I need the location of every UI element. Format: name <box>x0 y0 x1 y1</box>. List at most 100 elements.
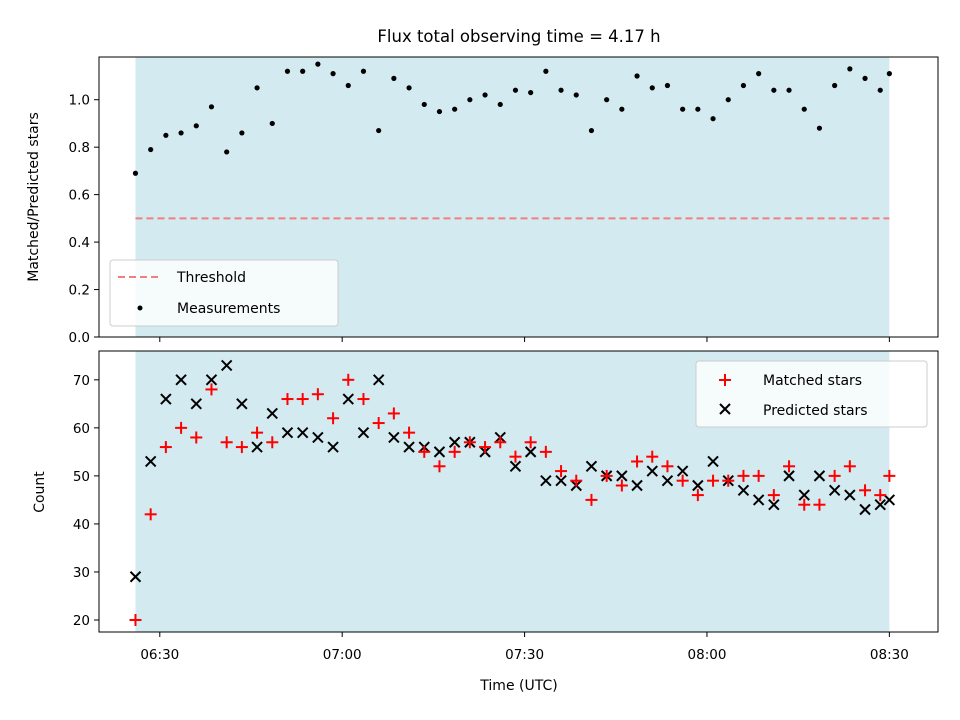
matched-star-point <box>159 441 172 454</box>
x-tick-label: 08:00 <box>688 647 727 663</box>
bottom-y-tick-label: 50 <box>73 469 90 485</box>
measurement-point <box>786 87 792 93</box>
bottom-legend: Matched stars Predicted stars <box>695 360 928 428</box>
measurement-point <box>680 106 686 112</box>
measurement-point <box>482 92 488 98</box>
legend-predicted-swatch <box>719 403 731 415</box>
measurement-point <box>421 101 427 108</box>
measurement-point <box>740 82 747 89</box>
matched-star-point <box>418 445 431 458</box>
predicted-star-point <box>737 484 750 497</box>
predicted-star-point <box>342 393 354 405</box>
measurement-point <box>695 106 701 112</box>
predicted-star-point <box>160 393 172 405</box>
predicted-star-point <box>236 398 248 410</box>
bottom-y-tick-label: 60 <box>73 421 90 437</box>
matched-star-point <box>463 436 476 449</box>
matched-star-point <box>372 417 385 430</box>
measurement-point <box>360 68 367 74</box>
measurement-point <box>239 130 245 136</box>
measurement-point <box>832 82 838 89</box>
predicted-star-point <box>707 455 719 468</box>
matched-star-point <box>205 383 218 396</box>
measurement-point <box>163 132 169 138</box>
matched-star-point <box>327 412 340 425</box>
predicted-star-point <box>372 374 385 386</box>
top-x-ticks <box>159 337 890 342</box>
measurement-point <box>619 106 625 112</box>
predicted-star-point <box>555 474 567 487</box>
measurement-point <box>330 71 336 77</box>
predicted-star-point <box>844 489 856 501</box>
measurement-point <box>148 146 154 153</box>
matched-star-point <box>813 498 826 511</box>
matched-star-point <box>883 469 896 482</box>
matched-star-point <box>539 445 552 458</box>
matched-star-point <box>783 460 796 473</box>
matched-star-point <box>448 445 461 458</box>
predicted-star-point <box>220 359 233 372</box>
measurement-points <box>132 61 892 176</box>
matched-star-point <box>266 436 279 449</box>
top-y-tick-label: 0.0 <box>69 330 90 346</box>
bottom-y-tick-label: 20 <box>73 613 90 629</box>
measurement-point <box>300 68 306 74</box>
measurement-point <box>528 89 534 96</box>
matched-star-point <box>190 431 203 444</box>
matched-star-point <box>175 421 188 434</box>
predicted-star-point <box>616 470 628 482</box>
measurement-point <box>345 82 351 89</box>
legend-measurements-swatch <box>137 305 143 311</box>
top-y-tick-label: 0.8 <box>69 140 90 156</box>
matched-star-point <box>859 484 872 497</box>
predicted-star-point <box>828 484 841 497</box>
matched-star-point <box>433 460 446 473</box>
matched-star-point <box>220 436 233 449</box>
measurement-point <box>877 87 883 93</box>
legend-matched-swatch <box>719 374 731 386</box>
predicted-star-point <box>783 470 795 482</box>
measurement-point <box>315 61 321 67</box>
measurement-point <box>376 127 382 134</box>
predicted-star-point <box>175 374 187 386</box>
matched-star-point <box>661 460 674 473</box>
measurement-point <box>406 85 412 91</box>
x-tick-label: 07:30 <box>505 647 544 663</box>
matched-star-point <box>387 407 400 420</box>
matched-star-point <box>585 493 598 506</box>
top-y-tick-label: 1.0 <box>69 93 90 109</box>
x-tick-label: 06:30 <box>140 647 179 663</box>
predicted-star-point <box>357 426 370 439</box>
top-y-tick-label: 0.6 <box>69 188 90 204</box>
matched-star-point <box>722 474 735 487</box>
matched-star-point <box>509 450 522 463</box>
matched-star-point <box>144 508 157 521</box>
x-axis-label: Time (UTC) <box>479 678 557 694</box>
bottom-y-tick-label: 30 <box>73 565 90 581</box>
top-legend-box <box>109 259 339 327</box>
measurement-point <box>467 97 473 103</box>
predicted-star-point <box>646 465 658 477</box>
bottom-legend-box <box>695 360 928 428</box>
matched-star-point <box>767 489 780 502</box>
predicted-star-point <box>388 431 400 444</box>
measurement-point <box>862 75 868 81</box>
matched-star-point <box>555 465 568 478</box>
measurement-point <box>604 97 610 103</box>
measurement-point <box>771 87 777 93</box>
predicted-star-point <box>768 499 780 511</box>
measurement-point <box>132 170 139 176</box>
matched-star-point <box>311 388 324 401</box>
x-tick-label: 07:00 <box>323 647 362 663</box>
predicted-star-point <box>676 465 689 477</box>
measurement-point <box>886 71 892 77</box>
measurement-point <box>588 127 595 134</box>
measurement-point <box>224 149 230 155</box>
top-y-tick-label: 0.4 <box>69 235 90 251</box>
matched-star-point <box>737 469 750 482</box>
predicted-star-point <box>859 503 871 516</box>
legend-threshold-label: Threshold <box>176 270 246 286</box>
measurement-point <box>452 106 458 112</box>
predicted-star-point <box>266 407 278 420</box>
